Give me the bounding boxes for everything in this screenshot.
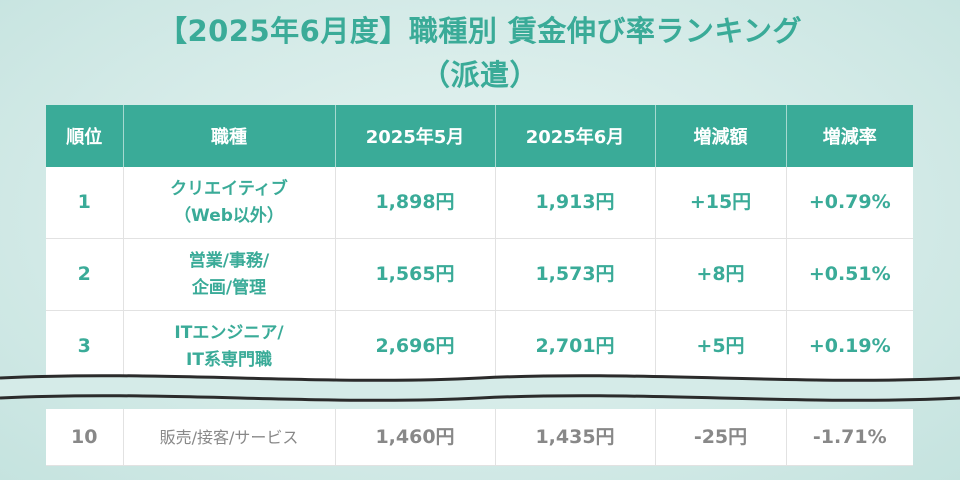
chart-subtitle: （派遣） [420,58,539,92]
rate-cell: +0.79% [786,167,913,239]
table-break-wave [0,374,960,402]
job-name-line1: ITエンジニア/ [174,322,284,343]
rate-cell: +0.19% [786,310,913,383]
job-name-line1: 販売/接客/サービス [159,427,299,447]
break-wave-line-top [0,374,960,382]
diff-cell: +5円 [655,310,787,383]
table-row: 1 クリエイティブ （Web以外） 1,898円 1,913円 +15円 +0.… [46,167,913,239]
job-name-line2: （Web以外） [174,205,284,226]
column-header-june: 2025年6月 [495,105,656,167]
column-header-job: 職種 [123,105,336,167]
rank-cell: 1 [46,167,124,239]
rank-cell: 2 [46,238,124,311]
table-row: 10 販売/接客/サービス 1,460円 1,435円 -25円 -1.71% [46,409,913,466]
table-row: 2 営業/事務/ 企画/管理 1,565円 1,573円 +8円 +0.51% [46,238,913,311]
column-header-rate: 増減率 [786,105,913,167]
column-header-may: 2025年5月 [335,105,496,167]
may-wage-cell: 1,460円 [335,409,496,466]
june-wage-cell: 1,573円 [495,238,656,311]
job-cell: クリエイティブ （Web以外） [123,167,336,239]
job-cell: ITエンジニア/ IT系専門職 [123,310,336,383]
diff-cell: +15円 [655,167,787,239]
column-header-rank: 順位 [46,105,124,167]
column-header-diff: 増減額 [655,105,787,167]
may-wage-cell: 1,898円 [335,167,496,239]
rate-cell: +0.51% [786,238,913,311]
job-name-line2: 企画/管理 [191,277,267,298]
job-name-line1: 営業/事務/ [188,250,270,271]
job-cell: 販売/接客/サービス [123,409,336,466]
rank-cell: 3 [46,310,124,383]
june-wage-cell: 1,435円 [495,409,656,466]
rank-cell: 10 [46,409,124,466]
june-wage-cell: 2,701円 [495,310,656,383]
may-wage-cell: 1,565円 [335,238,496,311]
job-cell: 営業/事務/ 企画/管理 [123,238,336,311]
chart-title: 【2025年6月度】職種別 賃金伸び率ランキング [157,14,803,48]
ranking-table: 順位 職種 2025年5月 2025年6月 増減額 増減率 1 クリエイティブ … [46,105,913,466]
june-wage-cell: 1,913円 [495,167,656,239]
job-name-line2: IT系専門職 [186,349,272,370]
break-wave-line-bottom [0,394,960,402]
break-wave-fill [0,375,960,401]
table-row: 3 ITエンジニア/ IT系専門職 2,696円 2,701円 +5円 +0.1… [46,310,913,383]
rate-cell: -1.71% [786,409,913,466]
job-name-line1: クリエイティブ [170,178,288,199]
diff-cell: +8円 [655,238,787,311]
diff-cell: -25円 [655,409,787,466]
table-header-row: 順位 職種 2025年5月 2025年6月 増減額 増減率 [46,105,913,167]
